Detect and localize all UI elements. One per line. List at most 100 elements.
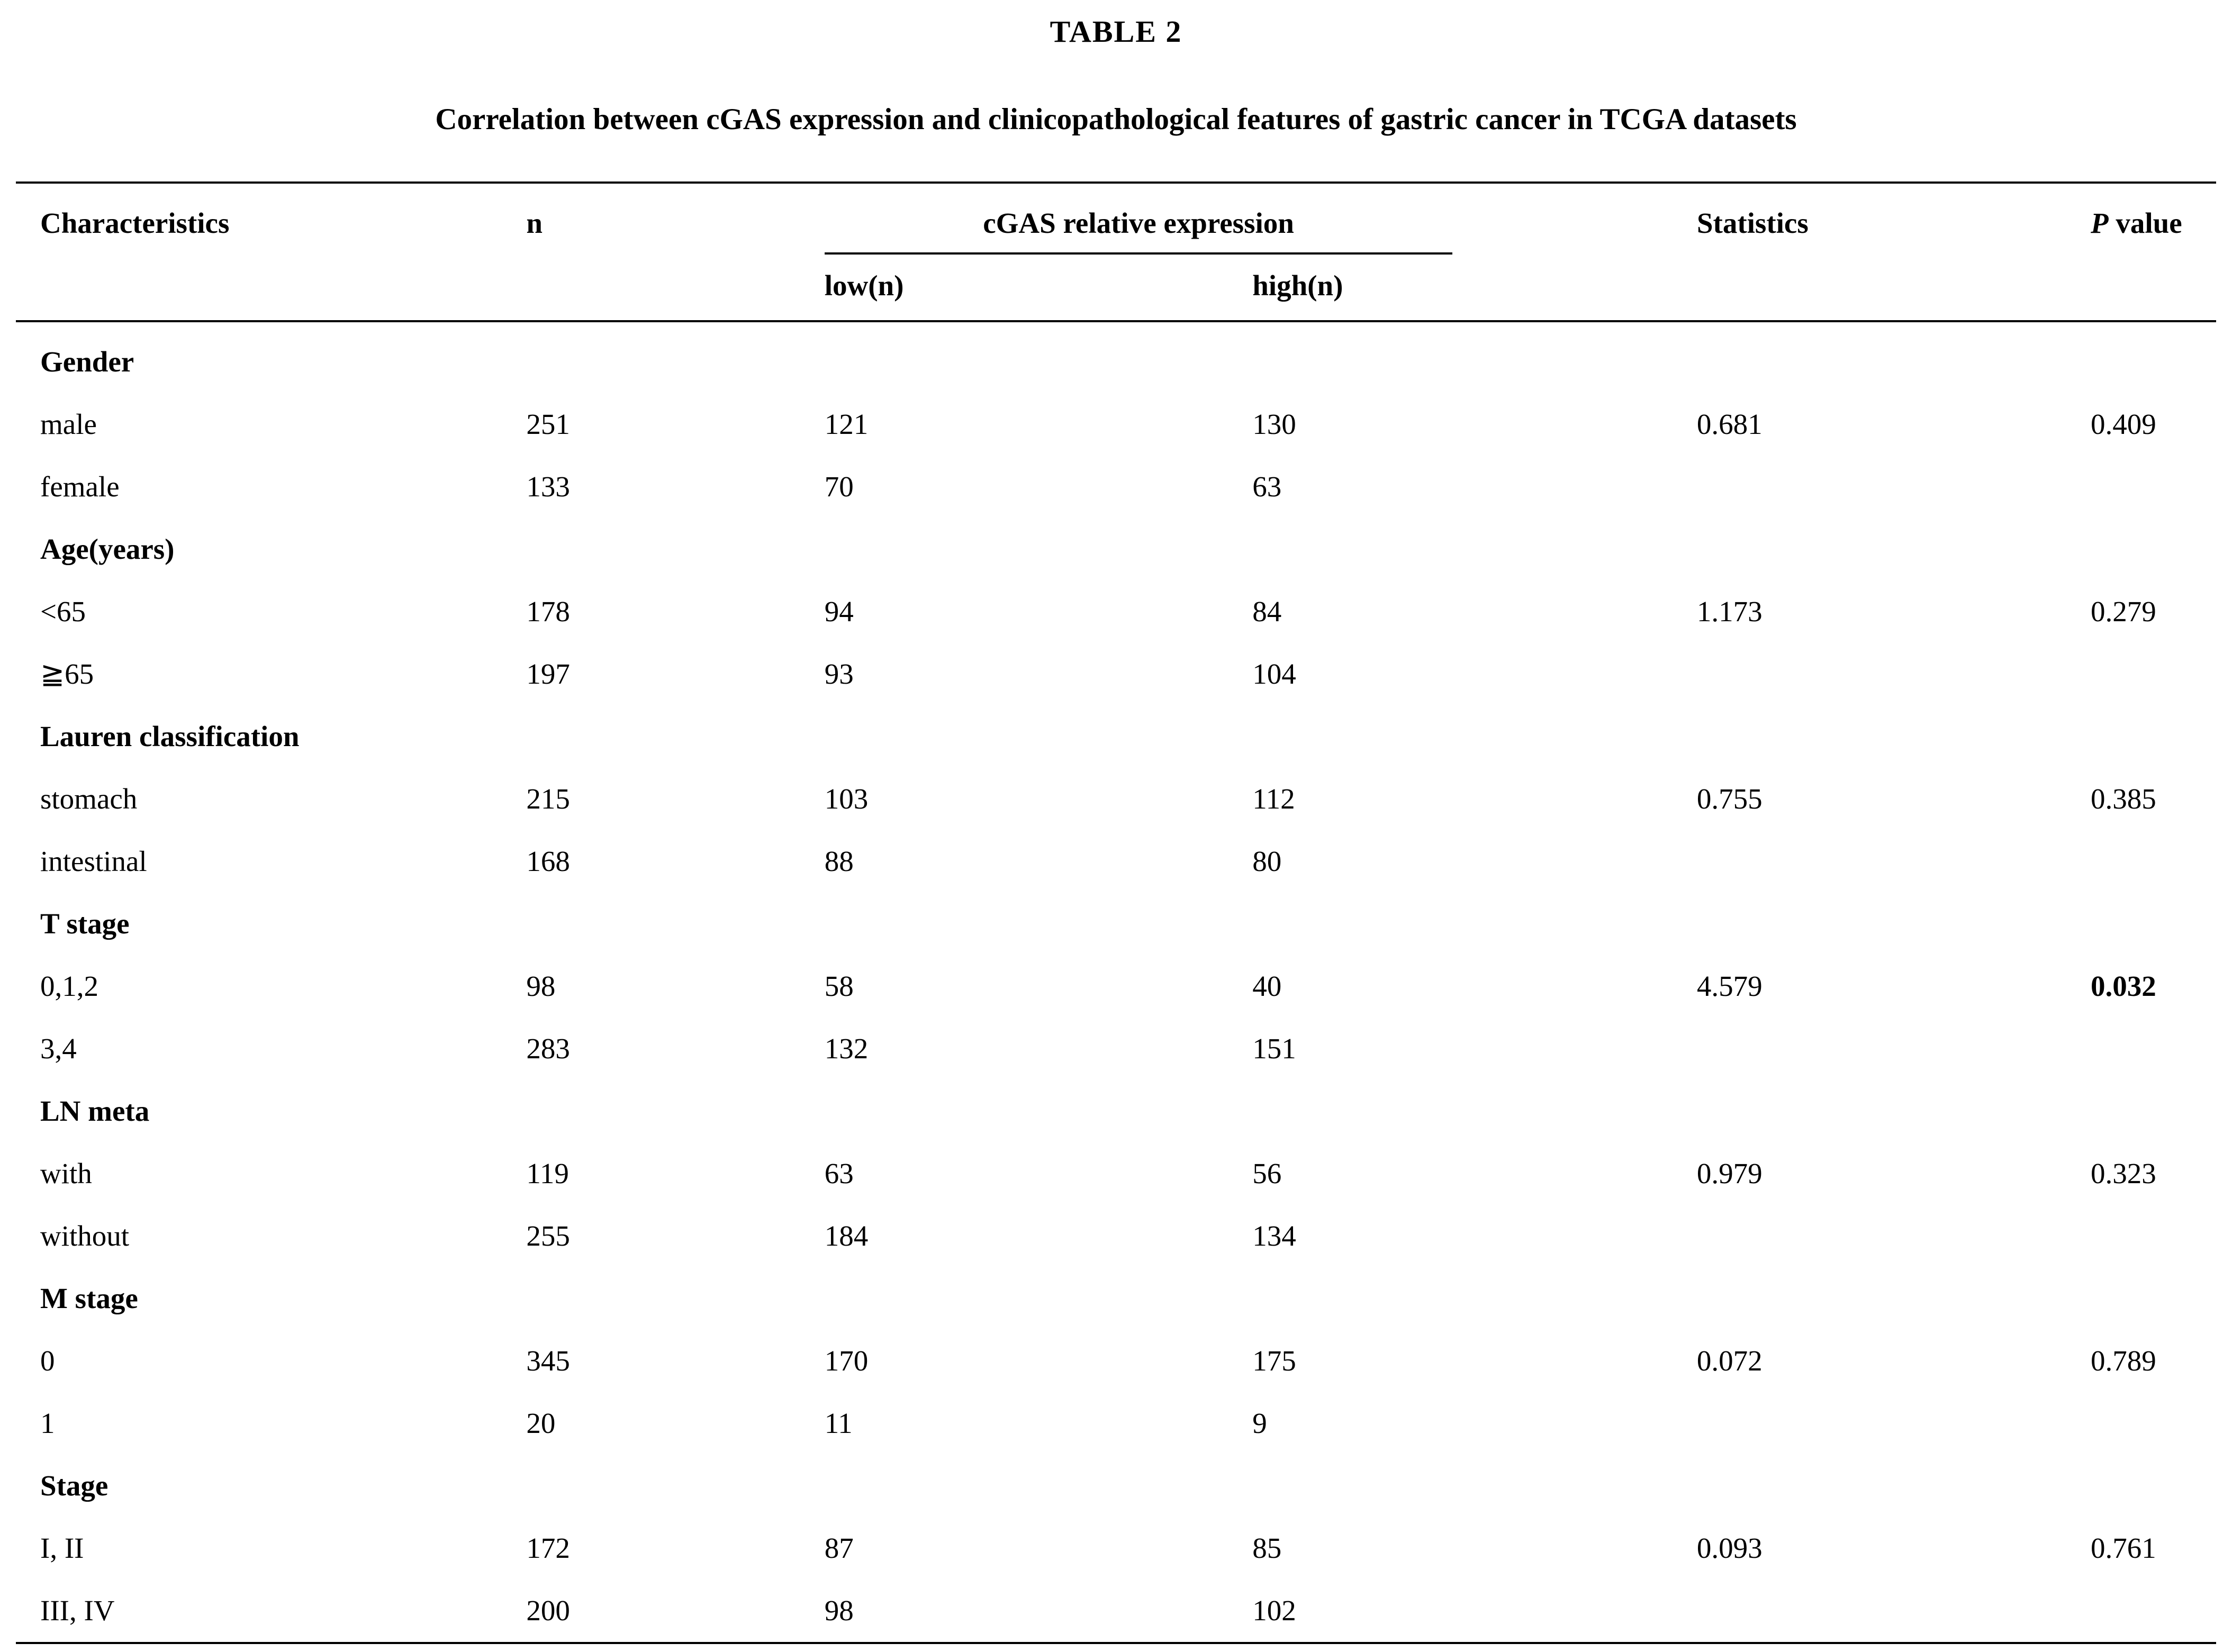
group-row: T stage (16, 893, 2216, 955)
cell-p-value (2091, 456, 2216, 518)
clinicopathological-table: Characteristics n cGAS relative expressi… (16, 181, 2216, 1644)
group-row: Age(years) (16, 518, 2216, 580)
cell-low: 58 (824, 970, 854, 1002)
column-header-statistics: Statistics (1696, 183, 2091, 322)
cell-p-value: 0.385 (2091, 783, 2156, 815)
document-page: TABLE 2 Correlation between cGAS express… (0, 14, 2232, 1644)
group-row: M stage (16, 1267, 2216, 1330)
row-label: intestinal (40, 845, 147, 877)
cell-n: 133 (526, 470, 570, 503)
cell-low: 98 (824, 1594, 854, 1627)
cell-n: 255 (526, 1220, 570, 1252)
cell-statistics (1697, 1392, 2091, 1455)
cell-n: 215 (526, 783, 570, 815)
column-header-p-value: P value (2091, 183, 2216, 322)
column-header-expression-group: cGAS relative expression (824, 183, 1697, 255)
table-row: without 255 184 134 (16, 1205, 2216, 1267)
cell-p-value: 0.323 (2091, 1157, 2156, 1190)
row-label: with (40, 1157, 92, 1190)
table-body: Gender male 251 121 130 0.681 0.409 female 133 70… (16, 321, 2216, 1643)
cell-statistics (1697, 830, 2091, 893)
group-row: Stage (16, 1455, 2216, 1517)
cell-low: 93 (824, 658, 854, 690)
cell-statistics: 0.979 (1696, 1157, 1763, 1190)
cell-high: 40 (1252, 970, 1282, 1002)
cell-high: 63 (1252, 470, 1282, 503)
header-row-sub: low(n) high(n) (16, 255, 2216, 322)
table-row: I, II 172 87 85 0.093 0.761 (16, 1517, 2216, 1580)
row-label: <65 (40, 595, 86, 628)
row-label: ≧65 (40, 658, 94, 690)
cell-p-value: 0.032 (2091, 970, 2156, 1002)
cell-high: 151 (1252, 1032, 1296, 1065)
row-group-label: Age(years) (40, 533, 175, 565)
cell-statistics (1697, 643, 2091, 705)
cell-low: 70 (824, 470, 854, 503)
row-group-label: M stage (40, 1282, 138, 1314)
row-label: 0,1,2 (40, 970, 98, 1002)
cell-high: 175 (1252, 1345, 1296, 1377)
cell-high: 84 (1252, 595, 1282, 628)
row-group-label: T stage (40, 907, 130, 940)
row-label: 1 (40, 1407, 55, 1439)
table-row: ≧65 197 93 104 (16, 643, 2216, 705)
cell-n: 119 (526, 1157, 569, 1190)
cell-low: 87 (824, 1532, 854, 1564)
row-label: stomach (40, 783, 138, 815)
table-row: 0 345 170 175 0.072 0.789 (16, 1330, 2216, 1392)
table-header: Characteristics n cGAS relative expressi… (16, 183, 2216, 322)
cell-low: 170 (824, 1345, 869, 1377)
table-row: 3,4 283 132 151 (16, 1018, 2216, 1080)
cell-n: 345 (526, 1345, 570, 1377)
cell-statistics: 1.173 (1696, 595, 1763, 628)
expression-group-label: cGAS relative expression (824, 206, 1453, 255)
table-row: intestinal 168 88 80 (16, 830, 2216, 893)
row-label: male (40, 408, 97, 440)
cell-statistics: 0.093 (1696, 1532, 1763, 1564)
row-label: I, II (40, 1532, 84, 1564)
cell-statistics: 0.681 (1696, 408, 1763, 440)
header-row-main: Characteristics n cGAS relative expressi… (16, 183, 2216, 322)
cell-p-value (2091, 1580, 2216, 1643)
cell-n: 283 (526, 1032, 570, 1065)
group-row: LN meta (16, 1080, 2216, 1142)
table-caption: Correlation between cGAS expression and … (435, 103, 1797, 136)
table-row: 0,1,2 98 58 40 4.579 0.032 (16, 955, 2216, 1018)
table-label: TABLE 2 (1050, 14, 1182, 49)
table-row: stomach 215 103 112 0.755 0.385 (16, 768, 2216, 830)
cell-high: 9 (1252, 1407, 1267, 1439)
cell-p-value (2091, 830, 2216, 893)
cell-n: 178 (526, 595, 570, 628)
row-group-label: LN meta (40, 1095, 150, 1127)
column-header-high: high(n) (1252, 255, 1697, 322)
row-group-label: Stage (40, 1469, 109, 1502)
column-header-low: low(n) (824, 255, 1253, 322)
cell-high: 112 (1252, 783, 1295, 815)
cell-low: 63 (824, 1157, 854, 1190)
cell-n: 98 (526, 970, 556, 1002)
cell-high: 104 (1252, 658, 1296, 690)
cell-p-value: 0.761 (2091, 1532, 2156, 1564)
cell-p-value: 0.279 (2091, 595, 2156, 628)
cell-low: 103 (824, 783, 869, 815)
cell-p-value: 0.409 (2091, 408, 2156, 440)
cell-statistics (1697, 1205, 2091, 1267)
cell-n: 251 (526, 408, 570, 440)
cell-p-value (2091, 643, 2216, 705)
cell-high: 130 (1252, 408, 1296, 440)
cell-p-value (2091, 1205, 2216, 1267)
cell-n: 200 (526, 1594, 570, 1627)
cell-statistics: 0.755 (1696, 783, 1763, 815)
cell-high: 134 (1252, 1220, 1296, 1252)
cell-p-value (2091, 1018, 2216, 1080)
cell-low: 11 (824, 1407, 853, 1439)
row-label: female (40, 470, 120, 503)
column-header-n: n (526, 183, 825, 322)
cell-n: 20 (526, 1407, 556, 1439)
cell-statistics (1697, 456, 2091, 518)
cell-statistics (1697, 1580, 2091, 1643)
cell-low: 132 (824, 1032, 869, 1065)
p-value-italic: P (2091, 207, 2109, 239)
cell-p-value: 0.789 (2091, 1345, 2156, 1377)
cell-statistics (1697, 1018, 2091, 1080)
